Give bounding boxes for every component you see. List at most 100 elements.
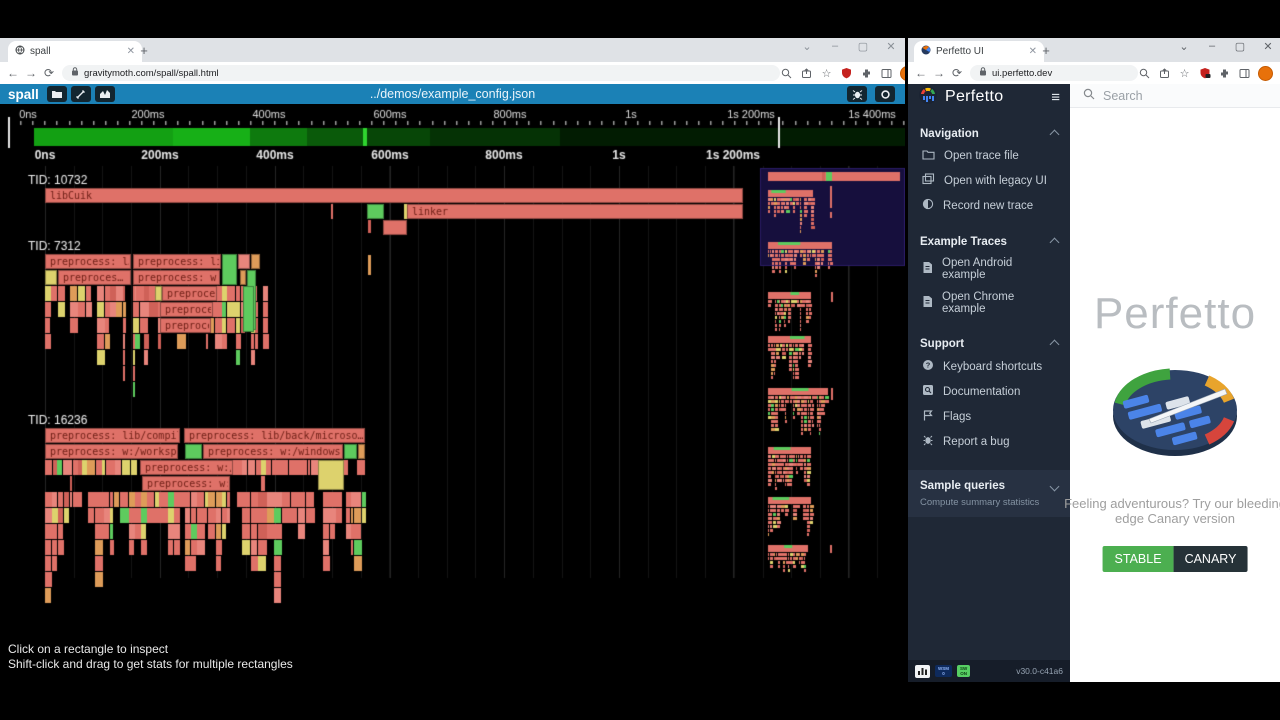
section-subtitle: Compute summary statistics (920, 497, 1040, 508)
zoom-icon[interactable] (780, 67, 793, 80)
url-text: gravitymoth.com/spall/spall.html (84, 67, 219, 79)
minimize-button[interactable]: – (831, 40, 839, 52)
extension-shield-icon[interactable] (1198, 67, 1211, 80)
window-controls: ⌄ – ▢ ✕ (801, 40, 897, 53)
tab-title: Perfetto UI (936, 46, 984, 57)
extension-shield-icon[interactable] (840, 67, 853, 80)
search-placeholder: Search (1103, 88, 1143, 103)
side-panel-icon[interactable] (1238, 67, 1251, 80)
browser-toolbar: ← → ⟳ gravitymoth.com/spall/spall.html ☆… (0, 62, 905, 84)
canary-promo-text: Feeling adventurous? Try our bleeding ed… (1064, 496, 1280, 526)
section-support: Support? Keyboard shortcuts Documentation F… (908, 334, 1070, 454)
share-icon[interactable] (800, 67, 813, 80)
file-icon (922, 295, 933, 311)
forward-button[interactable]: → (933, 66, 945, 80)
toolbar-icons: ☆ ⋮ (780, 65, 905, 81)
browser-window-spall: spall ✕ + ⌄ – ▢ ✕ ← → ⟳ gravitymoth.com/… (0, 38, 905, 682)
search-bar[interactable]: Search (1070, 84, 1280, 108)
chevron-down-icon[interactable]: ⌄ (802, 41, 812, 53)
tab-title: spall (30, 46, 51, 57)
close-window-button[interactable]: ✕ (1263, 41, 1273, 53)
open-file-path: ../demos/example_config.json (369, 87, 536, 101)
sidebar-item-documentation[interactable]: Documentation (908, 379, 1070, 404)
sidebar-item-record-new-trace[interactable]: Record new trace (908, 193, 1070, 218)
chevron-up-icon (1049, 129, 1060, 139)
section-title[interactable]: Navigation (908, 124, 1070, 144)
status-hint: Click on a rectangle to inspect Shift-cl… (8, 642, 293, 672)
status-line-2: Shift-click and drag to get stats for mu… (8, 657, 293, 671)
perfetto-app: Perfetto ≡ Navigation Open trace file Open… (908, 84, 1280, 682)
bookmark-star-icon[interactable]: ☆ (1179, 67, 1190, 80)
bug-icon (922, 434, 934, 449)
toolbar-icons: ☆ ⋮ (1138, 65, 1280, 81)
settings-circle-button[interactable] (875, 86, 895, 102)
folder-icon (922, 149, 935, 163)
minimize-button[interactable]: – (1208, 40, 1216, 52)
stats-button[interactable] (94, 86, 115, 102)
sidebar-item-open-android-example[interactable]: Open Android example (908, 252, 1070, 286)
tab-perfetto[interactable]: Perfetto UI ✕ (914, 41, 1044, 62)
svg-text:?: ? (926, 361, 931, 370)
section-title: Sample queries (920, 480, 1006, 492)
tab-spall[interactable]: spall ✕ (8, 41, 142, 62)
bug-button[interactable] (847, 86, 867, 102)
canary-button[interactable]: CANARY (1173, 546, 1248, 572)
share-icon[interactable] (1158, 67, 1171, 80)
tool-button[interactable] (70, 86, 91, 102)
tabstrip: spall ✕ + ⌄ – ▢ ✕ (0, 38, 905, 62)
perfetto-favicon-icon (921, 45, 931, 58)
browser-toolbar: ← → ⟳ ui.perfetto.dev ☆ ⋮ (908, 62, 1280, 84)
chevron-up-icon (1049, 237, 1060, 247)
perfetto-wordmark: Perfetto (1093, 289, 1257, 338)
perfetto-main: Search Perfetto (1064, 84, 1280, 682)
close-window-button[interactable]: ✕ (886, 41, 896, 53)
status-line-1: Click on a rectangle to inspect (8, 642, 169, 656)
perfetto-disc-logo (1105, 356, 1245, 469)
back-button[interactable]: ← (7, 66, 19, 80)
extensions-puzzle-icon[interactable] (860, 67, 873, 80)
section-title[interactable]: Support (908, 334, 1070, 354)
section-title[interactable]: Example Traces (908, 232, 1070, 252)
sidebar-item-open-trace-file[interactable]: Open trace file (908, 144, 1070, 168)
maximize-button[interactable]: ▢ (857, 41, 869, 53)
globe-favicon-icon (15, 45, 25, 58)
chevron-up-icon (1049, 339, 1060, 349)
reload-button[interactable]: ⟳ (951, 66, 963, 80)
open-file-button[interactable] (46, 86, 67, 102)
profile-avatar[interactable] (1258, 65, 1273, 81)
tab-close-icon[interactable]: ✕ (1028, 46, 1037, 57)
section-navigation: Navigation Open trace file Open with legac… (908, 124, 1070, 218)
bookmark-star-icon[interactable]: ☆ (821, 67, 832, 80)
zoom-icon[interactable] (1138, 67, 1151, 80)
sidebar-item-open-chrome-example[interactable]: Open Chrome example (908, 286, 1070, 320)
sidebar-item-flags[interactable]: Flags (908, 404, 1070, 429)
tab-close-icon[interactable]: ✕ (126, 46, 135, 57)
reload-button[interactable]: ⟳ (43, 66, 55, 80)
sidebar-item-open-with-legacy-ui[interactable]: Open with legacy UI (908, 168, 1070, 193)
address-bar[interactable]: gravitymoth.com/spall/spall.html (62, 65, 780, 81)
hamburger-menu-icon[interactable]: ≡ (1051, 88, 1060, 106)
help-icon: ? (922, 359, 934, 374)
new-tab-button[interactable]: + (140, 43, 148, 58)
stable-button[interactable]: STABLE (1102, 546, 1174, 572)
legacy-icon (922, 173, 935, 188)
side-panel-icon[interactable] (880, 67, 893, 80)
new-tab-button[interactable]: + (1042, 43, 1050, 58)
wasm-status-badge: WSM 0 (935, 664, 952, 678)
version-label: v30.0-c41a6 (1016, 666, 1063, 676)
profile-avatar[interactable] (900, 65, 905, 81)
chevron-down-icon[interactable]: ⌄ (1179, 41, 1189, 53)
trace-canvas[interactable] (0, 104, 905, 682)
forward-button[interactable]: → (25, 66, 37, 80)
extensions-puzzle-icon[interactable] (1218, 67, 1231, 80)
address-bar[interactable]: ui.perfetto.dev (970, 65, 1138, 81)
maximize-button[interactable]: ▢ (1234, 41, 1246, 53)
back-button[interactable]: ← (915, 66, 927, 80)
window-controls: ⌄ – ▢ ✕ (1178, 40, 1274, 53)
search-icon (1083, 88, 1095, 103)
sidebar-item-keyboard-shortcuts[interactable]: ? Keyboard shortcuts (908, 354, 1070, 379)
hiring-chart-icon[interactable] (915, 664, 930, 678)
sidebar-item-report-a-bug[interactable]: Report a bug (908, 429, 1070, 454)
section-sample-queries[interactable]: Sample queries Compute summary statistic… (908, 470, 1070, 517)
spall-app-title: spall (8, 86, 39, 102)
